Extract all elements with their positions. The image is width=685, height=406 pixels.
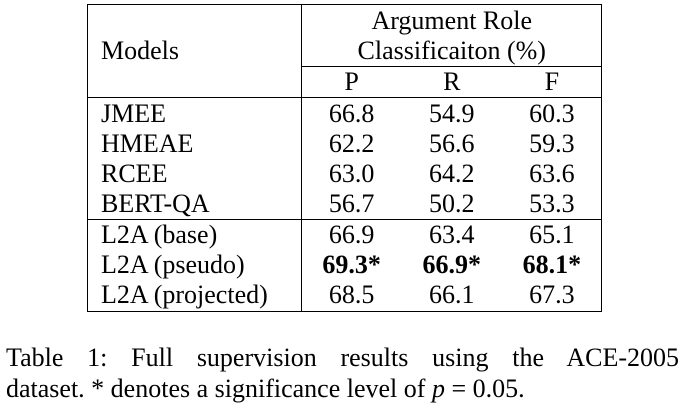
model-name: RCEE	[87, 159, 302, 189]
value-f: 59.3	[529, 129, 575, 158]
table-caption: Table 1: Full supervision results using …	[6, 342, 679, 404]
caption-variable-p: p	[431, 374, 445, 403]
table-row: L2A (pseudo) 69.3* 66.9* 68.1*	[87, 250, 602, 280]
model-name: JMEE	[87, 97, 302, 129]
value-f: 65.1	[501, 219, 602, 250]
table-row: JMEE 66.8 54.9 60.3	[87, 97, 602, 129]
value-p: 63.0	[328, 159, 375, 188]
value-p: 69.3*	[322, 250, 381, 279]
value-p: 66.8	[301, 97, 402, 129]
metric-header-p: P	[301, 66, 402, 98]
value-r: 63.4	[401, 219, 502, 250]
metric-header-r: R	[401, 66, 502, 98]
value-p: 56.7	[328, 189, 375, 218]
table-row: L2A (base) 66.9 63.4 65.1	[87, 219, 602, 250]
value-r: 66.9*	[422, 250, 481, 279]
caption-line-1: Table 1: Full supervision results using …	[6, 343, 679, 372]
caption-line-2-end: = 0.05.	[444, 374, 525, 403]
group-header-line1: Argument Role	[371, 6, 533, 35]
value-f: 53.3	[529, 189, 575, 218]
value-p: 66.9	[301, 219, 402, 250]
caption-line-2: dataset. * denotes a significance level …	[6, 374, 525, 403]
value-f: 68.1*	[522, 250, 582, 279]
group-header: Argument Role Classificaiton (%)	[301, 4, 602, 67]
caption-line-2-start: dataset. * denotes a significance level …	[6, 374, 432, 403]
results-table: Models Argument Role Classificaiton (%) …	[87, 4, 602, 312]
model-name: L2A (base)	[87, 219, 302, 250]
header-row-1: Models Argument Role Classificaiton (%)	[87, 4, 602, 98]
group-header-line2: Classificaiton (%)	[357, 36, 546, 65]
value-p: 62.2	[328, 129, 375, 158]
metric-header-f: F	[501, 66, 602, 98]
model-name: L2A (pseudo)	[87, 250, 302, 280]
model-name: BERT-QA	[87, 189, 302, 220]
header-row-2: P R F	[87, 66, 602, 98]
table-row: HMEAE 62.2 56.6 59.3	[87, 129, 602, 159]
model-name: L2A (projected)	[87, 280, 302, 312]
value-f: 67.3	[529, 280, 575, 309]
value-f: 63.6	[529, 159, 575, 188]
model-name: HMEAE	[87, 129, 302, 159]
value-r: 54.9	[401, 97, 502, 129]
value-p: 68.5	[328, 280, 375, 309]
table-row: L2A (projected) 68.5 66.1 67.3	[87, 280, 602, 312]
value-r: 64.2	[428, 159, 475, 188]
models-header: Models	[87, 4, 302, 98]
table-row: BERT-QA 56.7 50.2 53.3	[87, 189, 602, 220]
value-r: 50.2	[428, 189, 475, 218]
value-f: 60.3	[501, 97, 602, 129]
value-r: 56.6	[428, 129, 475, 158]
value-r: 66.1	[428, 280, 475, 309]
table-row: RCEE 63.0 64.2 63.6	[87, 159, 602, 189]
